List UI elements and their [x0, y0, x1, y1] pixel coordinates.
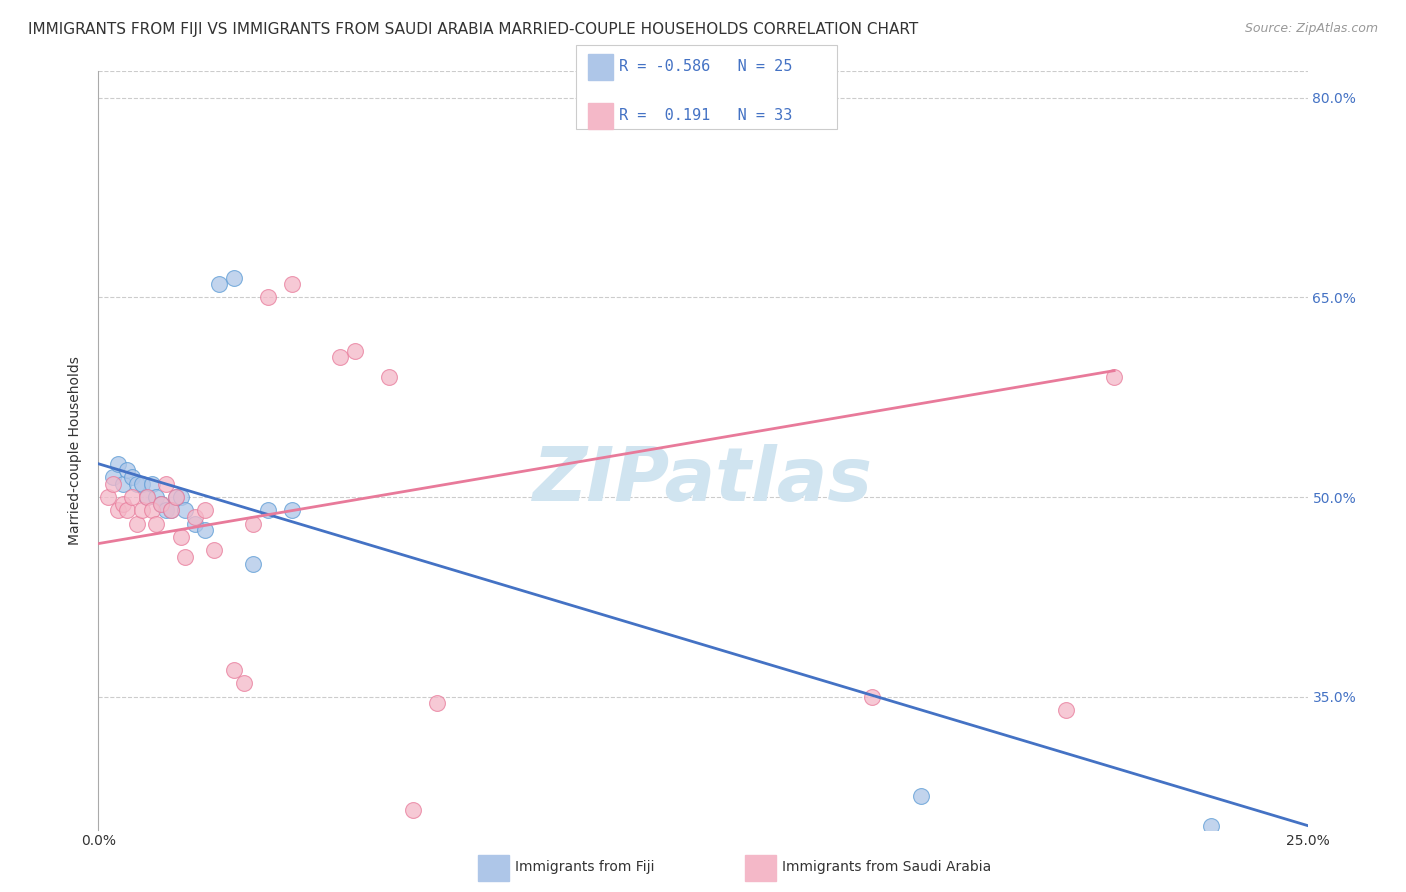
Point	[343, 343, 366, 358]
Point	[160, 503, 183, 517]
Point	[127, 516, 149, 531]
Point	[232, 676, 254, 690]
Point	[155, 503, 177, 517]
Point	[426, 696, 449, 710]
Point	[222, 663, 245, 677]
Point	[117, 503, 139, 517]
Text: R = -0.586   N = 25: R = -0.586 N = 25	[619, 59, 792, 73]
Point	[145, 490, 167, 504]
Point	[111, 497, 134, 511]
Point	[155, 476, 177, 491]
Point	[184, 510, 207, 524]
Point	[169, 530, 191, 544]
Point	[281, 277, 304, 292]
Point	[242, 516, 264, 531]
Point	[101, 476, 124, 491]
Point	[242, 557, 264, 571]
Point	[222, 270, 245, 285]
Text: ZIPatlas: ZIPatlas	[533, 444, 873, 517]
Point	[377, 370, 399, 384]
Point	[121, 490, 143, 504]
Point	[111, 476, 134, 491]
Point	[165, 490, 187, 504]
Point	[194, 523, 217, 537]
Point	[160, 503, 183, 517]
Point	[204, 543, 226, 558]
Point	[860, 690, 883, 704]
Text: Immigrants from Saudi Arabia: Immigrants from Saudi Arabia	[782, 860, 991, 874]
Point	[107, 457, 129, 471]
Point	[141, 476, 163, 491]
Point	[107, 503, 129, 517]
Point	[165, 490, 187, 504]
Point	[135, 490, 157, 504]
Point	[174, 503, 197, 517]
Point	[141, 503, 163, 517]
Text: Source: ZipAtlas.com: Source: ZipAtlas.com	[1244, 22, 1378, 36]
Y-axis label: Married-couple Households: Married-couple Households	[69, 356, 83, 545]
Point	[145, 516, 167, 531]
Point	[101, 470, 124, 484]
Point	[194, 503, 217, 517]
Point	[131, 503, 153, 517]
Point	[1199, 819, 1222, 833]
Point	[281, 503, 304, 517]
Point	[184, 516, 207, 531]
Point	[169, 490, 191, 504]
Point	[127, 476, 149, 491]
Point	[208, 277, 231, 292]
Point	[256, 503, 278, 517]
Point	[329, 351, 352, 365]
Point	[1054, 703, 1077, 717]
Text: R =  0.191   N = 33: R = 0.191 N = 33	[619, 108, 792, 122]
Point	[131, 476, 153, 491]
Point	[97, 490, 120, 504]
Text: IMMIGRANTS FROM FIJI VS IMMIGRANTS FROM SAUDI ARABIA MARRIED-COUPLE HOUSEHOLDS C: IMMIGRANTS FROM FIJI VS IMMIGRANTS FROM …	[28, 22, 918, 37]
Point	[121, 470, 143, 484]
Point	[1102, 370, 1125, 384]
Point	[174, 549, 197, 564]
Point	[150, 497, 173, 511]
Point	[117, 463, 139, 477]
Point	[150, 497, 173, 511]
Point	[910, 789, 932, 804]
Point	[135, 490, 157, 504]
Point	[402, 803, 425, 817]
Text: Immigrants from Fiji: Immigrants from Fiji	[515, 860, 654, 874]
Point	[256, 291, 278, 305]
